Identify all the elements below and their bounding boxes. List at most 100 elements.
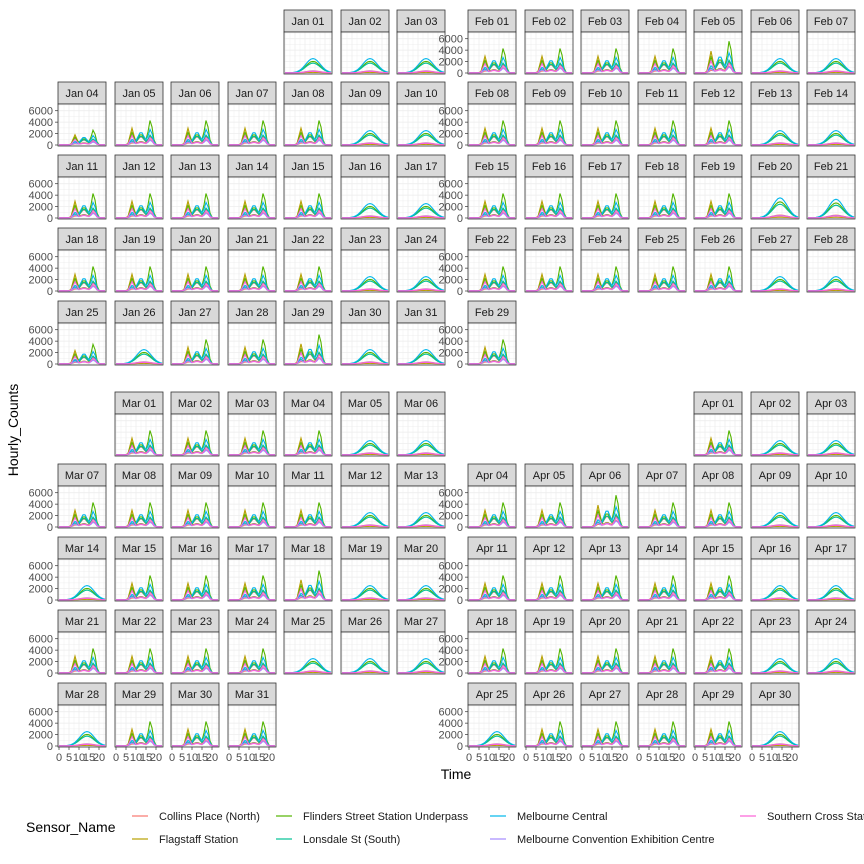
series-line-6	[229, 735, 275, 747]
panel-border	[57, 176, 107, 220]
facet-feb-07: Feb 07	[806, 9, 856, 75]
facet-strip-label: Jan 05	[122, 88, 155, 100]
y-tick-label: 2000	[439, 348, 463, 360]
series-line-6	[695, 280, 741, 292]
panel-border	[693, 249, 743, 293]
facet-strip-label: Feb 08	[475, 88, 509, 100]
panel-border	[170, 704, 220, 748]
panel-border	[340, 485, 390, 529]
facet-apr-07: Apr 07	[637, 463, 687, 529]
x-tick-label: 15	[606, 752, 618, 764]
facet-strip-label: Feb 27	[758, 234, 792, 246]
facet-jan-15: Jan 15	[283, 154, 333, 220]
series-line-6	[398, 597, 445, 601]
series-line-6	[398, 524, 445, 528]
facet-feb-03: Feb 03	[580, 9, 630, 75]
panel-border	[637, 704, 687, 748]
facet-strip-label: Apr 19	[533, 616, 565, 628]
x-tick-label: 15	[83, 752, 95, 764]
panel-border	[170, 631, 220, 675]
panel-border	[637, 558, 687, 602]
facet-jan-27: Jan 27	[170, 300, 220, 366]
series-line-6	[752, 288, 799, 292]
panel-border	[57, 103, 107, 147]
facet-jan-05: Jan 05	[114, 81, 164, 147]
facet-mar-03: Mar 03	[227, 391, 277, 457]
panel-border	[467, 176, 517, 220]
panel-border	[467, 631, 517, 675]
y-tick-label: 6000	[29, 561, 53, 573]
facet-mar-01: Mar 01	[114, 391, 164, 457]
y-tick-label: 4000	[29, 190, 53, 202]
facet-mar-08: Mar 08	[114, 463, 164, 529]
legend-label: Melbourne Central	[517, 811, 608, 823]
panel-border	[806, 485, 856, 529]
facet-strip-label: Mar 13	[404, 470, 438, 482]
series-line-6	[172, 516, 218, 528]
y-tick-label: 6000	[439, 488, 463, 500]
series-line-6	[582, 134, 628, 146]
series-line-6	[752, 142, 799, 146]
facet-strip-label: Mar 23	[178, 616, 212, 628]
facet-feb-24: Feb 24	[580, 227, 630, 293]
panel-border	[114, 249, 164, 293]
facet-apr-14: Apr 14	[637, 536, 687, 602]
series-line-6	[398, 452, 445, 456]
panel-border	[467, 322, 517, 366]
y-tick-label: 2000	[29, 275, 53, 287]
facet-strip-label: Mar 09	[178, 470, 212, 482]
facet-strip-label: Feb 23	[532, 234, 566, 246]
legend-title: Sensor_Name	[26, 819, 116, 835]
facet-apr-21: Apr 21	[637, 609, 687, 675]
y-tick-label: 6000	[439, 106, 463, 118]
y-tick-label: 2000	[29, 511, 53, 523]
panel-border	[283, 103, 333, 147]
series-line-6	[172, 662, 218, 674]
legend: Sensor_Name Collins Place (North) Flagsta…	[26, 811, 864, 846]
facet-strip-label: Jan 17	[404, 161, 437, 173]
facet-apr-15: Apr 15	[693, 536, 743, 602]
x-tick-label: 10	[483, 752, 495, 764]
y-tick-label: 2000	[439, 511, 463, 523]
panel-border	[524, 631, 574, 675]
facet-strip-label: Apr 05	[533, 470, 565, 482]
facet-strip-label: Feb 10	[588, 88, 622, 100]
facet-strip-label: Mar 27	[404, 616, 438, 628]
series-line-6	[526, 516, 572, 528]
y-tick-label: 4000	[29, 499, 53, 511]
facet-strip-label: Feb 03	[588, 16, 622, 28]
facet-apr-05: Apr 05	[524, 463, 574, 529]
facet-strip-label: Jan 31	[404, 307, 437, 319]
series-line-6	[752, 670, 799, 674]
panel-border	[750, 558, 800, 602]
legend-item: Collins Place (North)	[132, 811, 260, 823]
x-tick-label: 10	[709, 752, 721, 764]
panel-border	[806, 413, 856, 457]
facet-apr-12: Apr 12	[524, 536, 574, 602]
y-tick-label: 0	[457, 68, 463, 80]
facet-strip-label: Apr 28	[646, 689, 678, 701]
x-tick-label: 10	[73, 752, 85, 764]
panel-border	[227, 485, 277, 529]
panel-border	[750, 31, 800, 75]
series-line-6	[526, 62, 572, 74]
series-line-6	[469, 743, 516, 747]
series-line-6	[116, 516, 162, 528]
facet-strip-label: Jan 03	[404, 16, 437, 28]
series-line-6	[526, 134, 572, 146]
legend-item: Melbourne Convention Exhibition Centre	[490, 834, 715, 846]
series-line-6	[229, 589, 275, 601]
series-line-6	[639, 516, 685, 528]
panel-border	[57, 249, 107, 293]
panel-border	[170, 103, 220, 147]
y-tick-label: 0	[47, 522, 53, 534]
x-tick-label: 0	[226, 752, 232, 764]
panel-border	[693, 631, 743, 675]
facet-jan-31: Jan 31	[396, 300, 446, 366]
